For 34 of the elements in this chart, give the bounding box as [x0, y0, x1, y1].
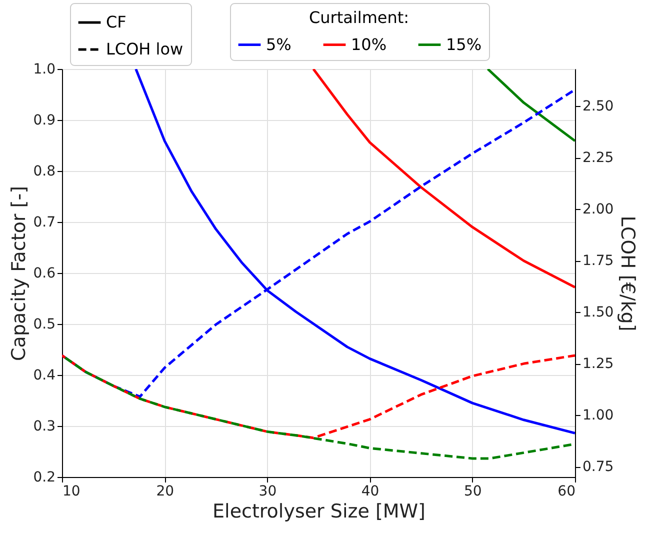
- legend-label: 5%: [266, 34, 292, 54]
- y-tick-label: 0.3: [33, 418, 56, 434]
- y-tick-label: 0.2: [33, 470, 56, 486]
- x-tick-label: 40: [361, 484, 380, 500]
- line-series: [62, 354, 575, 440]
- legend-title: Curtailment:: [308, 8, 410, 27]
- x-tick-label: 20: [156, 484, 174, 500]
- text: LCOH low: [106, 40, 184, 58]
- y-tick-label: 0.7: [33, 214, 56, 230]
- y-tick-label: 0.9: [33, 112, 56, 128]
- legend-label: 10%: [351, 34, 387, 54]
- y-tick-label: 0.6: [33, 266, 56, 282]
- y2-tick-label: 2.25: [582, 150, 614, 166]
- y2-tick-label: 2.50: [582, 98, 614, 115]
- y2-tick-label: 1.75: [582, 253, 614, 270]
- y2-tick-label: 2.00: [582, 202, 614, 218]
- y2-axis-title: LCOH [€/kg]: [616, 216, 639, 332]
- y2-tick-label: 1.25: [582, 356, 614, 372]
- y-tick-label: 1.0: [33, 62, 56, 78]
- y2-tick-label: 1.50: [582, 304, 614, 321]
- x-axis-title: Electrolyser Size [MW]: [212, 500, 426, 522]
- y-tick-label: 0.5: [33, 316, 56, 332]
- y2-tick-label: 0.75: [582, 459, 614, 476]
- x-tick-label: 50: [464, 484, 482, 500]
- text: CF: [106, 12, 126, 32]
- y2-tick-label: 1.00: [582, 408, 614, 424]
- line-series: [312, 69, 575, 289]
- y-axis-title: Capacity Factor [-]: [8, 186, 30, 361]
- legend-label: 15%: [446, 34, 482, 54]
- y-tick-label: 0.8: [33, 164, 56, 180]
- y-tick-label: 0.4: [33, 368, 56, 384]
- x-tick-label: 10: [62, 484, 80, 500]
- x-tick-label: 60: [558, 484, 576, 500]
- x-tick-label: 30: [258, 484, 277, 500]
